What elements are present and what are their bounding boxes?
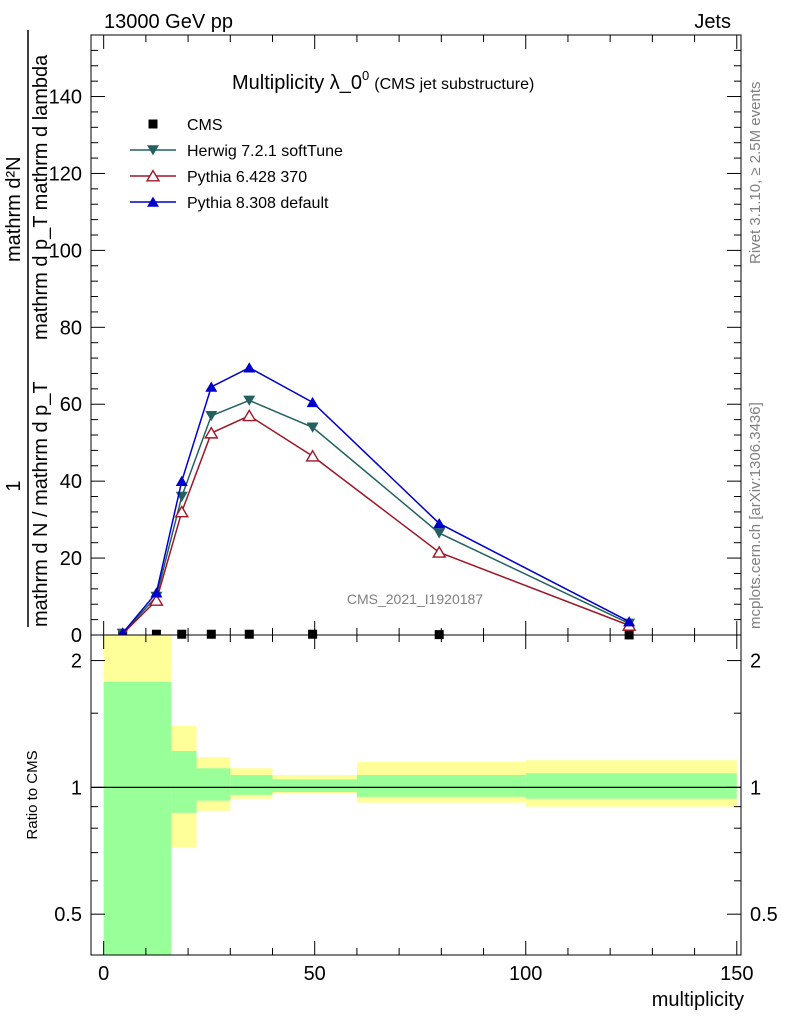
band-bin xyxy=(525,773,737,799)
data-point xyxy=(149,593,164,606)
data-point xyxy=(433,528,446,539)
legend-item: Pythia 6.428 370 xyxy=(130,169,307,186)
data-point xyxy=(306,422,319,433)
main-y-tick-label: 80 xyxy=(60,317,82,339)
data-point xyxy=(308,629,318,639)
ratio-plot-frame xyxy=(90,634,742,956)
chart-title-main: Multiplicity λ_0 xyxy=(232,72,362,94)
legend-item: CMS xyxy=(148,117,223,134)
ratio-y-axis-label: Ratio to CMS xyxy=(24,750,41,839)
ratio-y-tick-label-left: 0.5 xyxy=(54,904,82,926)
legend-label: CMS xyxy=(187,117,223,134)
y-label-fraction-numerator: mathrm d²N xyxy=(3,156,25,262)
legend-label: Pythia 8.308 default xyxy=(187,195,329,212)
band-bin xyxy=(103,681,172,955)
band-bin xyxy=(171,750,197,813)
data-point xyxy=(623,616,636,627)
data-point xyxy=(205,381,218,392)
data-point xyxy=(177,629,187,639)
header-left-label: 13000 GeV pp xyxy=(104,11,233,33)
x-tick-label: 100 xyxy=(509,963,542,985)
band-bin xyxy=(196,768,231,801)
ratio-y-tick-label-right: 2 xyxy=(750,651,761,673)
data-point xyxy=(174,505,189,518)
data-point xyxy=(243,362,256,373)
main-y-tick-label: 20 xyxy=(60,548,82,570)
series-line xyxy=(122,366,630,634)
data-point xyxy=(206,629,216,639)
legend-marker xyxy=(147,196,159,207)
band-99FF99 xyxy=(103,681,737,955)
y-label-numerator: 1 xyxy=(3,480,25,491)
ratio-y-tick-label-left: 2 xyxy=(71,651,82,673)
chart-subtitle: (CMS jet substructure) xyxy=(374,76,534,93)
data-point xyxy=(244,629,254,639)
x-axis-label: multiplicity xyxy=(652,989,744,1011)
data-point xyxy=(151,629,161,639)
data-point xyxy=(205,410,218,422)
data-point xyxy=(305,449,320,462)
y-label-denominator: mathrm d N / mathrm d p_T xyxy=(30,381,52,627)
ratio-y-tick-label-right: 0.5 xyxy=(750,904,778,926)
chart-title: Multiplicity λ_00 (CMS jet substructure) xyxy=(232,68,534,94)
data-point xyxy=(306,396,319,408)
header-right-label: Jets xyxy=(694,11,731,33)
data-point xyxy=(150,587,163,598)
ratio-uncertainty-bands xyxy=(103,635,737,955)
x-tick-label: 0 xyxy=(98,963,109,985)
main-axis-ticks: 0 20 40 60 80 100 120 140 xyxy=(49,34,741,647)
main-y-tick-label: 100 xyxy=(49,240,82,262)
main-y-tick-label: 120 xyxy=(49,163,82,185)
y-label-fraction-denominator: mathrm d p_T mathrm d lambda xyxy=(30,54,52,340)
legend-item: Herwig 7.2.1 softTune xyxy=(130,143,343,160)
data-point xyxy=(175,475,188,486)
legend-marker xyxy=(148,119,158,129)
chart-title-superscript: 0 xyxy=(362,68,369,83)
legend-label: Pythia 6.428 370 xyxy=(187,169,307,186)
legend: CMS Herwig 7.2.1 softTune Pythia 6.428 370… xyxy=(130,117,343,212)
main-y-tick-label: 0 xyxy=(71,625,82,647)
main-y-tick-label: 40 xyxy=(60,471,82,493)
band-bin xyxy=(272,779,357,793)
ratio-y-tick-label-left: 1 xyxy=(71,777,82,799)
data-point xyxy=(433,518,446,529)
side-label-rivet: Rivet 3.1.10, ≥ 2.5M events xyxy=(747,82,764,265)
legend-marker xyxy=(147,145,159,156)
ratio-plot-panel: 0.5 0.5 1 1 2 2 0 50 100 150 Ratio to CMS multipl… xyxy=(24,634,778,1011)
x-tick-label: 150 xyxy=(720,963,753,985)
side-label-mcplots: mcplots.cern.ch [arXiv:1306.3436] xyxy=(747,402,764,629)
series-pythia-8-308-default xyxy=(116,362,636,638)
data-point xyxy=(243,395,256,406)
ratio-axis-ticks: 0.5 0.5 1 1 2 2 0 50 100 150 xyxy=(54,635,778,985)
ratio-y-tick-label-right: 1 xyxy=(750,777,761,799)
main-y-tick-label: 140 xyxy=(49,87,82,109)
legend-label: Herwig 7.2.1 softTune xyxy=(187,143,343,160)
data-point xyxy=(242,408,257,422)
data-point xyxy=(431,545,447,558)
series-line xyxy=(122,399,630,634)
band-bin xyxy=(356,774,526,797)
legend-item: Pythia 8.308 default xyxy=(130,195,329,212)
x-tick-label: 50 xyxy=(304,963,326,985)
main-y-axis-label: 1 mathrm d N / mathrm d p_T mathrm d²N m… xyxy=(3,30,52,627)
data-point xyxy=(204,426,219,439)
main-y-tick-label: 60 xyxy=(60,394,82,416)
band-bin xyxy=(230,774,273,795)
legend-marker xyxy=(145,169,161,182)
series-line xyxy=(122,414,630,635)
analysis-watermark: CMS_2021_I1920187 xyxy=(347,591,483,607)
